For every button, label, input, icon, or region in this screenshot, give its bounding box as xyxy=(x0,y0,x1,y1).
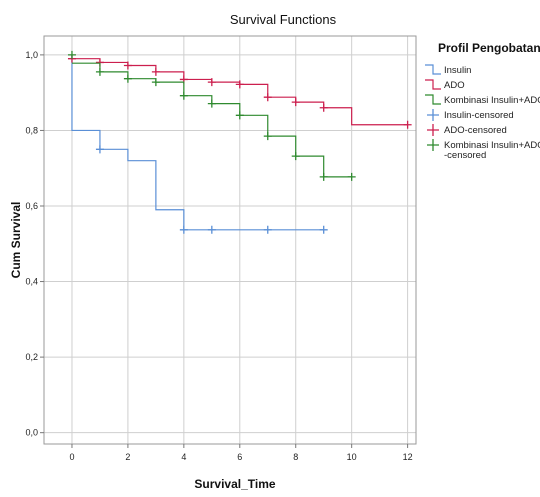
censor-mark xyxy=(207,78,216,87)
legend-entry-kombinasi-insulin-ado-censored: Kombinasi Insulin+ADO -censored xyxy=(427,139,540,161)
legend-label: Insulin-censored xyxy=(444,110,514,121)
y-tick-label: 0,4 xyxy=(25,277,38,287)
legend-step-symbol xyxy=(425,94,441,105)
censor-mark xyxy=(263,132,272,141)
censor-mark xyxy=(179,91,188,100)
censor-mark xyxy=(95,67,104,76)
y-axis-label: Cum Survival xyxy=(9,202,23,279)
legend-entry-insulin-censored: Insulin-censored xyxy=(427,109,514,121)
censor-mark xyxy=(123,74,132,83)
censor-mark xyxy=(151,67,160,76)
legend-title: Profil Pengobatan xyxy=(438,41,540,55)
legend-step-symbol xyxy=(425,64,441,75)
plot-area xyxy=(43,35,417,445)
x-axis: 0 2 4 6 8 10 12 xyxy=(69,444,413,462)
legend-label: Kombinasi Insulin+ADO xyxy=(444,95,540,106)
censor-mark xyxy=(263,225,272,234)
censor-mark xyxy=(319,103,328,112)
censor-mark xyxy=(263,93,272,102)
legend-plus-symbol xyxy=(427,139,439,151)
censor-mark xyxy=(151,78,160,87)
legend-entry-insulin: Insulin xyxy=(425,64,471,76)
legend: Profil Pengobatan Insulin ADO Kombinasi In… xyxy=(425,41,540,161)
censor-mark xyxy=(95,145,104,154)
x-axis-label: Survival_Time xyxy=(194,477,275,491)
y-tick-label: 0,0 xyxy=(25,428,38,438)
chart-title: Survival Functions xyxy=(230,12,337,27)
censor-mark xyxy=(319,225,328,234)
censor-mark xyxy=(207,225,216,234)
legend-label: Insulin xyxy=(444,65,471,76)
gridlines xyxy=(44,36,416,444)
censor-mark xyxy=(123,61,132,70)
censor-mark xyxy=(347,172,356,181)
y-tick-label: 0,6 xyxy=(25,201,38,211)
x-tick-label: 4 xyxy=(181,452,186,462)
legend-label: ADO xyxy=(444,80,465,91)
censor-mark xyxy=(207,99,216,108)
legend-step-symbol xyxy=(425,79,441,90)
legend-entry-ado: ADO xyxy=(425,79,465,91)
censor-mark xyxy=(291,98,300,107)
y-tick-label: 1,0 xyxy=(25,50,38,60)
series-layer xyxy=(67,50,412,234)
legend-label: Kombinasi Insulin+ADO -censored xyxy=(444,140,540,161)
x-tick-label: 0 xyxy=(69,452,74,462)
y-tick-label: 0,2 xyxy=(25,352,38,362)
censor-mark xyxy=(319,172,328,181)
censor-mark xyxy=(235,80,244,89)
x-tick-label: 8 xyxy=(293,452,298,462)
x-tick-label: 10 xyxy=(347,452,357,462)
legend-plus-symbol xyxy=(427,109,439,121)
x-tick-label: 6 xyxy=(237,452,242,462)
plot-border xyxy=(43,35,417,445)
y-axis: 0,0 0,2 0,4 0,6 0,8 1,0 xyxy=(25,50,44,438)
censor-mark xyxy=(235,111,244,120)
legend-plus-symbol xyxy=(427,124,439,136)
x-tick-label: 12 xyxy=(403,452,413,462)
legend-label: ADO-censored xyxy=(444,125,507,136)
censor-mark xyxy=(67,50,76,59)
censor-mark xyxy=(179,225,188,234)
legend-label-line: -censored xyxy=(444,150,486,161)
x-tick-label: 2 xyxy=(125,452,130,462)
legend-entries: Insulin ADO Kombinasi Insulin+ADO Insulin-c… xyxy=(425,64,540,161)
y-tick-label: 0,8 xyxy=(25,125,38,135)
series-kombinasi-insulin-ado xyxy=(67,50,356,181)
legend-entry-kombinasi-insulin-ado: Kombinasi Insulin+ADO xyxy=(425,94,540,106)
legend-entry-ado-censored: ADO-censored xyxy=(427,124,507,136)
plot-background xyxy=(44,36,416,444)
legend-label-line: Kombinasi Insulin+ADO xyxy=(444,140,540,151)
series-insulin xyxy=(71,54,328,234)
censor-mark xyxy=(403,120,412,129)
censor-mark xyxy=(291,152,300,161)
series-line xyxy=(71,54,324,231)
